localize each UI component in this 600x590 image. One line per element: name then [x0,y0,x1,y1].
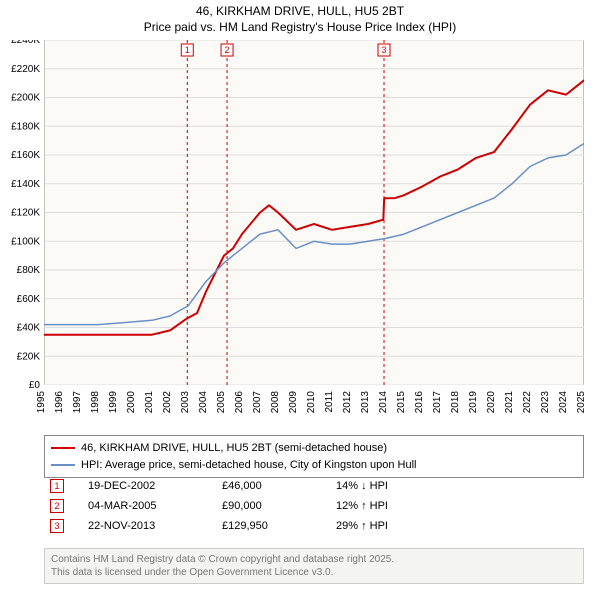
svg-text:1996: 1996 [54,391,65,414]
svg-text:£40K: £40K [17,323,41,334]
event-date-3: 22-NOV-2013 [88,520,198,532]
svg-text:2023: 2023 [540,391,551,414]
svg-text:2018: 2018 [450,391,461,414]
svg-text:2002: 2002 [162,391,173,414]
event-price-2: £90,000 [222,500,312,512]
svg-text:2021: 2021 [504,391,515,414]
svg-text:£180K: £180K [11,121,40,132]
svg-text:2010: 2010 [306,391,317,414]
svg-text:1998: 1998 [90,391,101,414]
svg-text:2016: 2016 [414,391,425,414]
footer-line1: Contains HM Land Registry data © Crown c… [51,553,577,566]
svg-text:1999: 1999 [108,391,119,414]
svg-text:3: 3 [382,45,387,55]
svg-text:2005: 2005 [216,391,227,414]
svg-text:£200K: £200K [11,93,40,104]
svg-text:1: 1 [185,45,190,55]
svg-text:£240K: £240K [11,40,40,46]
event-row-2: 2 04-MAR-2005 £90,000 12% ↑ HPI [44,496,584,516]
event-row-3: 3 22-NOV-2013 £129,950 29% ↑ HPI [44,516,584,536]
svg-text:2024: 2024 [558,391,569,414]
event-date-1: 19-DEC-2002 [88,480,198,492]
events-table: 1 19-DEC-2002 £46,000 14% ↓ HPI 2 04-MAR… [44,476,584,536]
legend-label-hpi: HPI: Average price, semi-detached house,… [81,457,416,474]
legend-label-property: 46, KIRKHAM DRIVE, HULL, HU5 2BT (semi-d… [81,440,387,457]
svg-text:2003: 2003 [180,391,191,414]
svg-text:2006: 2006 [234,391,245,414]
legend-swatch-property [51,447,75,449]
svg-text:2019: 2019 [468,391,479,414]
svg-text:2: 2 [225,45,230,55]
svg-text:2020: 2020 [486,391,497,414]
event-delta-1: 14% ↓ HPI [336,480,446,492]
svg-text:£120K: £120K [11,208,40,219]
svg-text:2004: 2004 [198,391,209,414]
legend: 46, KIRKHAM DRIVE, HULL, HU5 2BT (semi-d… [44,435,584,478]
event-delta-3: 29% ↑ HPI [336,520,446,532]
event-badge-2: 2 [50,499,64,513]
legend-swatch-hpi [51,464,75,466]
event-date-2: 04-MAR-2005 [88,500,198,512]
event-row-1: 1 19-DEC-2002 £46,000 14% ↓ HPI [44,476,584,496]
chart-svg: 1 2 3 [44,40,584,385]
svg-text:2013: 2013 [360,391,371,414]
svg-text:2022: 2022 [522,391,533,414]
svg-text:2008: 2008 [270,391,281,414]
svg-text:£80K: £80K [17,265,41,276]
svg-text:1997: 1997 [72,391,83,414]
chart-title: 46, KIRKHAM DRIVE, HULL, HU5 2BT Price p… [0,0,600,35]
svg-text:2015: 2015 [396,391,407,414]
chart: 1 2 3 [44,40,584,385]
title-line1: 46, KIRKHAM DRIVE, HULL, HU5 2BT [0,4,600,20]
event-price-3: £129,950 [222,520,312,532]
legend-row-hpi: HPI: Average price, semi-detached house,… [51,457,577,474]
event-delta-2: 12% ↑ HPI [336,500,446,512]
svg-text:2012: 2012 [342,391,353,414]
svg-text:2025: 2025 [576,391,587,414]
svg-text:£220K: £220K [11,64,40,75]
svg-text:2000: 2000 [126,391,137,414]
x-axis: 1995 1996 1997 1998 1999 2000 2001 2002 2003 2004… [0,385,600,435]
event-badge-3: 3 [50,519,64,533]
svg-text:2014: 2014 [378,391,389,414]
svg-text:£100K: £100K [11,236,40,247]
legend-row-property: 46, KIRKHAM DRIVE, HULL, HU5 2BT (semi-d… [51,440,577,457]
svg-text:1995: 1995 [36,391,47,414]
svg-text:2017: 2017 [432,391,443,414]
event-badge-1: 1 [50,479,64,493]
svg-text:£60K: £60K [17,294,41,305]
svg-text:2011: 2011 [324,391,335,413]
footer: Contains HM Land Registry data © Crown c… [44,548,584,584]
svg-text:£160K: £160K [11,150,40,161]
title-line2: Price paid vs. HM Land Registry's House … [0,20,600,36]
svg-text:£140K: £140K [11,179,40,190]
svg-text:2001: 2001 [144,391,155,414]
svg-text:2007: 2007 [252,391,263,414]
svg-text:2009: 2009 [288,391,299,414]
footer-line2: This data is licensed under the Open Gov… [51,566,577,579]
event-price-1: £46,000 [222,480,312,492]
svg-text:£20K: £20K [17,351,41,362]
